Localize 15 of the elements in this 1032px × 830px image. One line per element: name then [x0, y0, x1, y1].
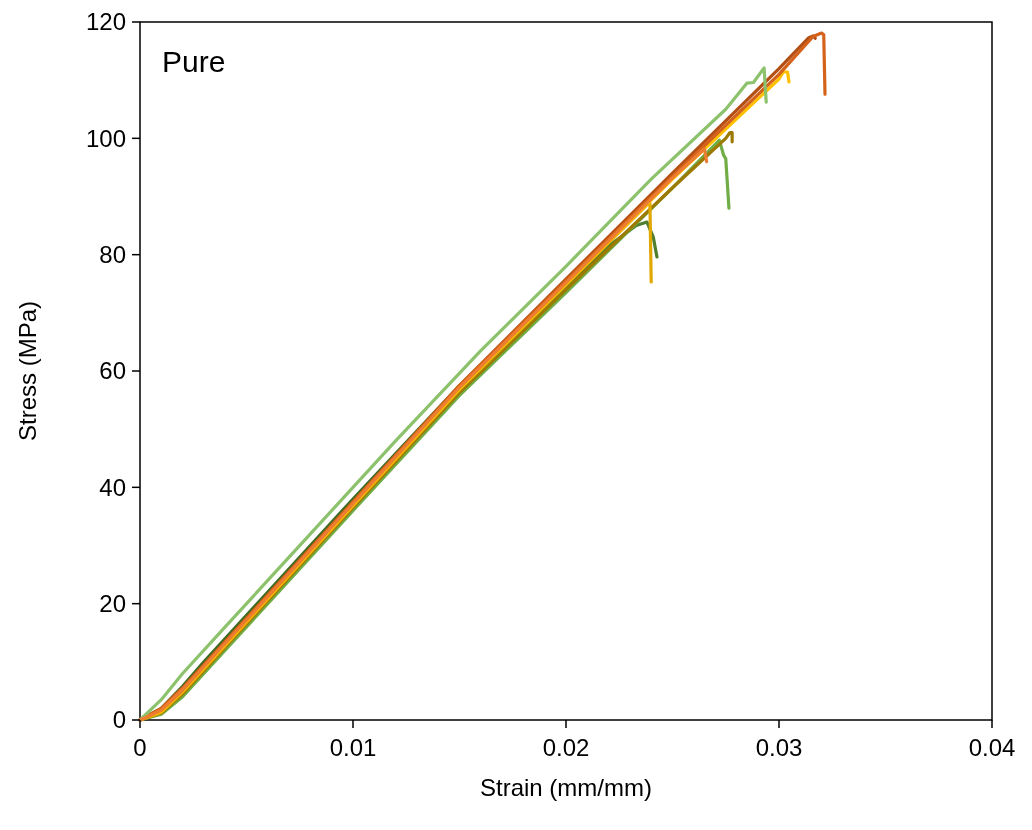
y-tick-label: 80: [99, 241, 126, 269]
y-tick-label: 20: [99, 590, 126, 618]
annotation: Pure: [162, 45, 226, 78]
x-tick-label: 0.04: [968, 734, 1016, 761]
y-tick-label: 100: [85, 124, 126, 152]
x-tick-label: 0.03: [755, 734, 803, 761]
y-tick-label: 60: [99, 357, 126, 385]
y-tick-label: 40: [99, 473, 126, 501]
y-tick-label: 0: [112, 706, 126, 734]
x-axis-title: Strain (mm/mm): [480, 774, 652, 801]
y-axis-title: Stress (MPa): [14, 300, 41, 442]
y-tick-label: 120: [85, 8, 126, 36]
x-tick-label: 0.02: [542, 734, 590, 761]
x-tick-label: 0.01: [329, 734, 377, 761]
x-tick-label: 0: [133, 734, 147, 761]
